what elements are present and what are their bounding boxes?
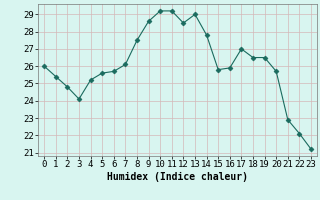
- X-axis label: Humidex (Indice chaleur): Humidex (Indice chaleur): [107, 172, 248, 182]
